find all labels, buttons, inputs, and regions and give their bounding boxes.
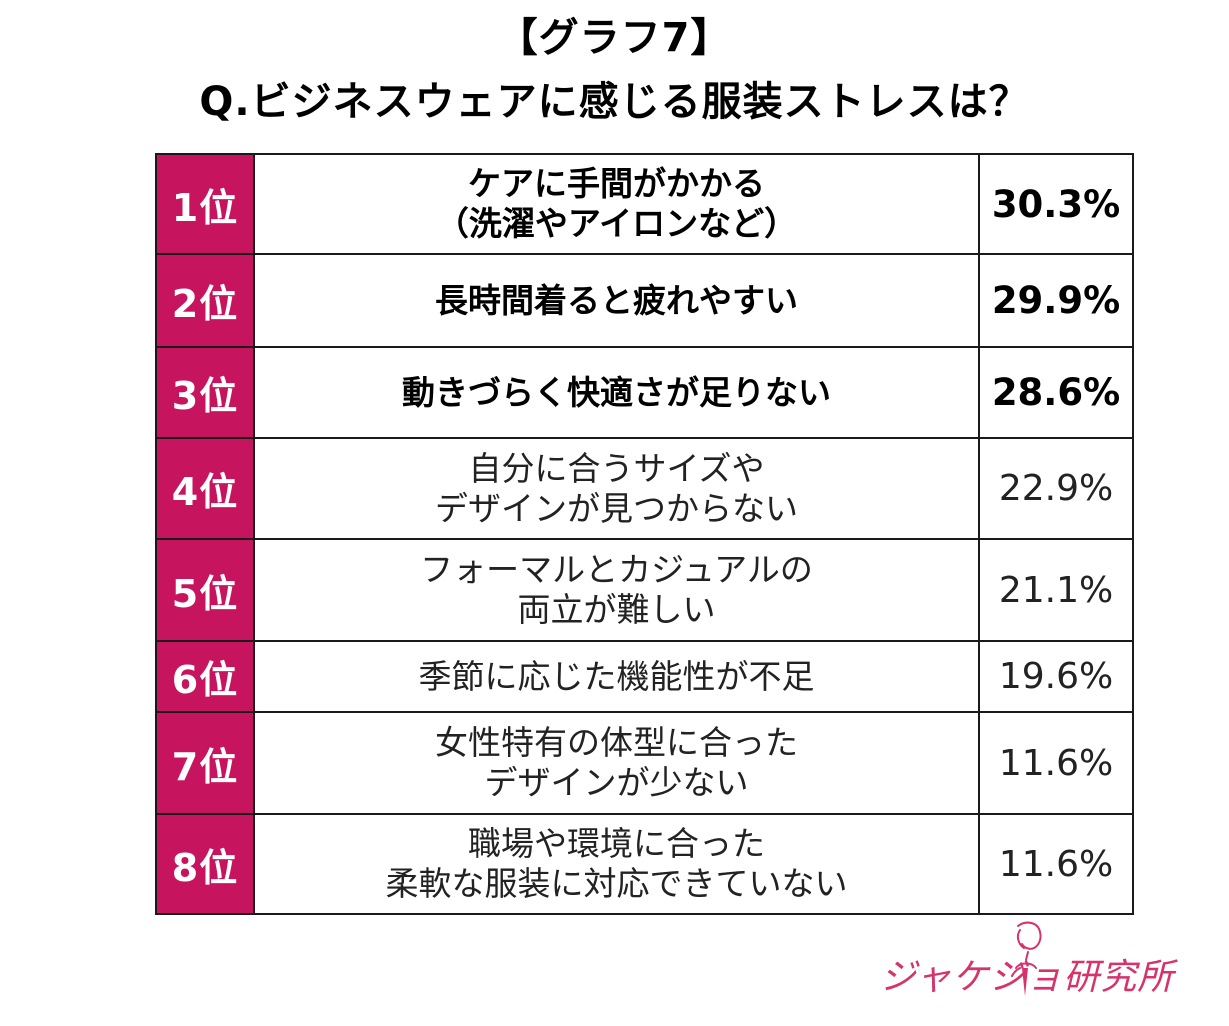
ranking-row: 5位 フォーマルとカジュアルの 両立が難しい 21.1% bbox=[155, 538, 1134, 642]
ranking-row: 8位 職場や環境に合った 柔軟な服装に対応できていない 11.6% bbox=[155, 813, 1134, 915]
item-label-line: 動きづらく快適さが足りない bbox=[402, 372, 831, 412]
item-label-line: 両立が難しい bbox=[517, 590, 716, 629]
item-label-line: 自分に合うサイズや bbox=[468, 448, 765, 488]
item-label-line: 柔軟な服装に対応できていない bbox=[385, 864, 848, 903]
ranking-row: 7位 女性特有の体型に合った デザインが少ない 11.6% bbox=[155, 711, 1134, 815]
chart-question-title: Q.ビジネスウェアに感じる服装ストレスは？ bbox=[199, 79, 1030, 125]
ranking-row: 1位 ケアに手間がかかる （洗濯やアイロンなど） 30.3% bbox=[155, 153, 1134, 255]
percent-value: 19.6% bbox=[978, 640, 1134, 713]
item-label: 職場や環境に合った 柔軟な服装に対応できていない bbox=[253, 813, 980, 915]
ranking-table: 1位 ケアに手間がかかる （洗濯やアイロンなど） 30.3% 2位 長時間着ると… bbox=[155, 153, 1134, 915]
item-label: ケアに手間がかかる （洗濯やアイロンなど） bbox=[253, 153, 980, 255]
item-label-line: 職場や環境に合った bbox=[468, 824, 765, 863]
item-label: 長時間着ると疲れやすい bbox=[253, 253, 980, 348]
rank-label: 2位 bbox=[155, 253, 255, 348]
item-label-line: デザインが見つからない bbox=[435, 488, 798, 528]
rank-label: 7位 bbox=[155, 711, 255, 815]
item-label-line: 女性特有の体型に合った bbox=[435, 723, 798, 762]
ranking-row: 6位 季節に応じた機能性が不足 19.6% bbox=[155, 640, 1134, 713]
woman-silhouette-icon bbox=[1011, 921, 1042, 996]
item-label-line: （洗濯やアイロンなど） bbox=[435, 204, 798, 243]
item-label-line: ケアに手間がかかる bbox=[468, 164, 765, 203]
brand-logo: ジャケジョ研究所 bbox=[880, 918, 1175, 1008]
ranking-row: 4位 自分に合うサイズや デザインが見つからない 22.9% bbox=[155, 437, 1134, 540]
item-label-line: デザインが少ない bbox=[484, 763, 749, 802]
rank-label: 1位 bbox=[155, 153, 255, 255]
item-label: 季節に応じた機能性が不足 bbox=[253, 640, 980, 713]
item-label: 動きづらく快適さが足りない bbox=[253, 346, 980, 439]
ranking-row: 2位 長時間着ると疲れやすい 29.9% bbox=[155, 253, 1134, 348]
item-label: フォーマルとカジュアルの 両立が難しい bbox=[253, 538, 980, 642]
rank-label: 3位 bbox=[155, 346, 255, 439]
item-label: 女性特有の体型に合った デザインが少ない bbox=[253, 711, 980, 815]
item-label-line: フォーマルとカジュアルの bbox=[420, 550, 813, 589]
percent-value: 11.6% bbox=[978, 813, 1134, 915]
percent-value: 30.3% bbox=[978, 153, 1134, 255]
percent-value: 22.9% bbox=[978, 437, 1134, 540]
rank-label: 4位 bbox=[155, 437, 255, 540]
item-label: 自分に合うサイズや デザインが見つからない bbox=[253, 437, 980, 540]
chart-title-label: 【グラフ7】 bbox=[497, 15, 732, 61]
ranking-row: 3位 動きづらく快適さが足りない 28.6% bbox=[155, 346, 1134, 439]
percent-value: 29.9% bbox=[978, 253, 1134, 348]
item-label-line: 季節に応じた機能性が不足 bbox=[418, 656, 815, 696]
rank-label: 8位 bbox=[155, 813, 255, 915]
rank-label: 5位 bbox=[155, 538, 255, 642]
rank-label: 6位 bbox=[155, 640, 255, 713]
item-label-line: 長時間着ると疲れやすい bbox=[435, 280, 798, 320]
percent-value: 11.6% bbox=[978, 711, 1134, 815]
percent-value: 28.6% bbox=[978, 346, 1134, 439]
brand-logo-text: ジャケジョ研究所 bbox=[880, 957, 1175, 998]
percent-value: 21.1% bbox=[978, 538, 1134, 642]
